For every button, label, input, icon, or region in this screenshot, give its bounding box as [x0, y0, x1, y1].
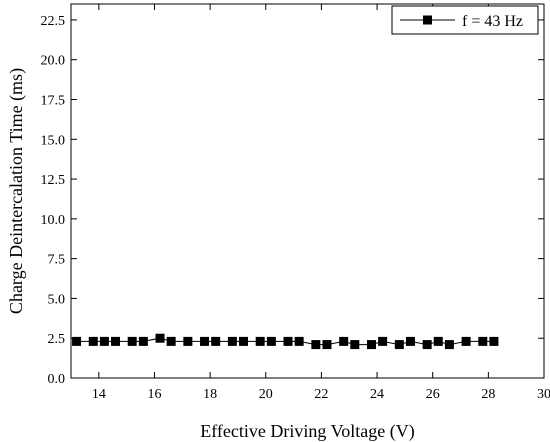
y-tick-label: 10.0 [41, 213, 66, 228]
data-point [294, 336, 304, 346]
data-point [183, 336, 193, 346]
plot-frame [70, 3, 545, 379]
data-point [478, 336, 488, 346]
data-point [155, 333, 165, 343]
y-tick-label: 7.5 [48, 253, 66, 268]
data-point [211, 336, 221, 346]
data-point [422, 340, 432, 350]
data-point [461, 336, 471, 346]
y-tick-label: 12.5 [41, 173, 66, 188]
x-tick-label: 14 [92, 387, 106, 402]
data-point [166, 336, 176, 346]
x-tick-label: 18 [203, 387, 217, 402]
data-point [283, 336, 293, 346]
y-tick-label: 5.0 [48, 292, 66, 307]
x-tick-label: 24 [370, 387, 384, 402]
data-point [255, 336, 265, 346]
y-axis-title: Charge Deintercalation Time (ms) [6, 68, 27, 314]
x-tick-label: 22 [314, 387, 328, 402]
axes [70, 3, 545, 379]
x-tick-label: 30 [537, 387, 550, 402]
data-point [394, 340, 404, 350]
x-tick-label: 16 [147, 387, 161, 402]
data-point [311, 340, 321, 350]
x-tick-label: 28 [481, 387, 495, 402]
series-layer [72, 333, 499, 350]
legend-label: f = 43 Hz [462, 13, 523, 30]
ticks: 14 16 18 20 22 24 26 28 30 0.0 2.5 5.0 7.5 10.0 12.5 15… [41, 4, 550, 402]
y-tick-label: 17.5 [41, 93, 66, 108]
data-point [489, 336, 499, 346]
data-point [239, 336, 249, 346]
data-point [322, 340, 332, 350]
data-point [266, 336, 276, 346]
y-tick-label: 20.0 [41, 54, 66, 69]
y-tick-label: 22.5 [41, 14, 66, 29]
y-tick-label: 0.0 [48, 372, 66, 387]
data-point [111, 336, 121, 346]
x-tick-label: 26 [426, 387, 440, 402]
x-tick-label: 20 [259, 387, 273, 402]
data-point [200, 336, 210, 346]
data-point [433, 336, 443, 346]
x-axis-title: Effective Driving Voltage (V) [200, 421, 414, 442]
data-point [138, 336, 148, 346]
data-point [127, 336, 137, 346]
data-point [99, 336, 109, 346]
data-point [227, 336, 237, 346]
data-point [339, 336, 349, 346]
y-tick-label: 15.0 [41, 133, 66, 148]
data-point [378, 336, 388, 346]
legend-marker-square [423, 15, 432, 25]
data-point [444, 340, 454, 350]
legend: f = 43 Hz [391, 5, 539, 35]
data-point [72, 336, 82, 346]
data-point [350, 340, 360, 350]
data-point [366, 340, 376, 350]
data-point [405, 336, 415, 346]
y-tick-label: 2.5 [48, 332, 66, 347]
data-point [88, 336, 98, 346]
